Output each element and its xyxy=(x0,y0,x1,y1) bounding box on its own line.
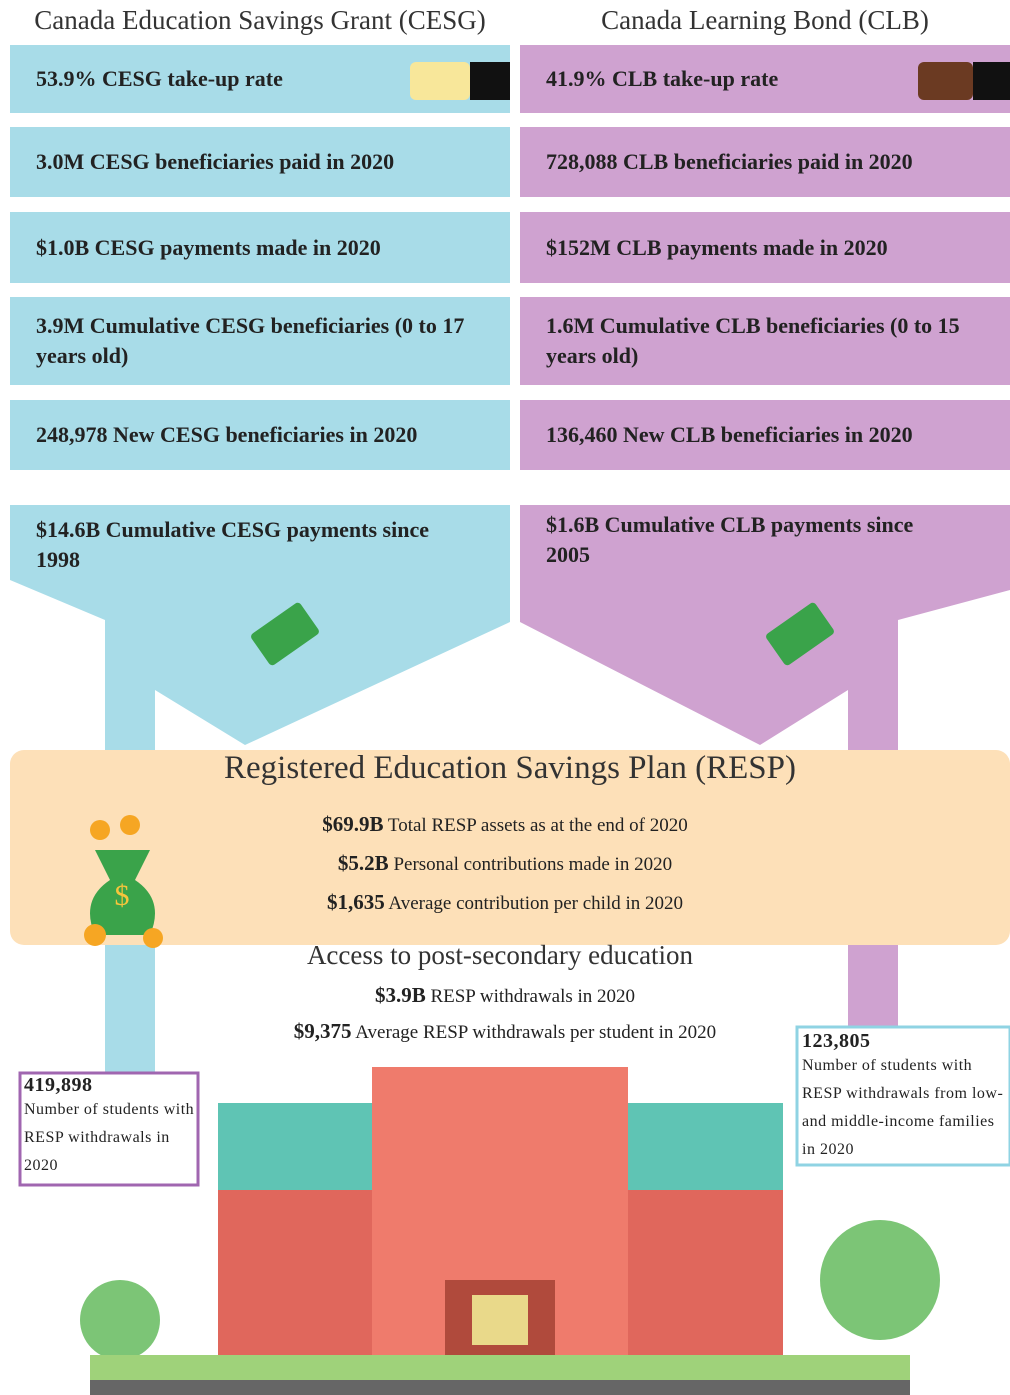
cesg-stat: 3.9M Cumulative CESG beneficiaries (0 to… xyxy=(36,313,465,368)
cesg-stat: 53.9% CESG take-up rate xyxy=(36,66,283,91)
left-callout xyxy=(18,1071,200,1187)
resp-stat-text: Total RESP assets as at the end of 2020 xyxy=(387,815,688,836)
callout-text: Number of students with RESP withdrawals… xyxy=(24,1101,195,1174)
clb-stat: 1.6M Cumulative CLB beneficiaries (0 to … xyxy=(546,313,960,368)
left-callout-text: 419,898 Number of students with RESP with… xyxy=(24,1074,196,1180)
access-stat: $3.9B RESP withdrawals in 2020 xyxy=(0,983,1010,1008)
resp-box xyxy=(10,750,1010,945)
access-stat-amount: $9,375 xyxy=(293,1019,352,1043)
resp-stat: $5.2B Personal contributions made in 202… xyxy=(0,851,1010,876)
cesg-title: Canada Education Savings Grant (CESG) xyxy=(34,5,486,35)
cesg-stat: $1.0B CESG payments made in 2020 xyxy=(36,234,381,260)
cesg-stat: 248,978 New CESG beneficiaries in 2020 xyxy=(36,422,418,447)
access-stat: $9,375 Average RESP withdrawals per stud… xyxy=(0,1019,1010,1044)
right-callout-text: 123,805 Number of students with RESP with… xyxy=(802,1030,1007,1164)
clb-shapes xyxy=(520,45,1010,1030)
clb-stat: $152M CLB payments made in 2020 xyxy=(546,234,888,260)
clb-title: Canada Learning Bond (CLB) xyxy=(601,5,929,35)
clb-cumulative: $1.6B Cumulative CLB payments since 2005 xyxy=(546,512,914,567)
school xyxy=(80,1067,940,1395)
cesg-cumulative: $14.6B Cumulative CESG payments since 19… xyxy=(36,517,429,572)
resp-stat: $1,635 Average contribution per child in… xyxy=(0,890,1010,915)
cesg-stat: 3.0M CESG beneficiaries paid in 2020 xyxy=(36,149,395,174)
money-bag: $ xyxy=(84,815,163,948)
right-callout xyxy=(795,1025,1010,1167)
resp-stat-text: Average contribution per child in 2020 xyxy=(388,893,684,914)
resp-stat-amount: $69.9B xyxy=(322,812,384,836)
access-stat-amount: $3.9B xyxy=(374,983,426,1007)
access-title: Access to post-secondary education xyxy=(306,940,694,970)
svg-text:$: $ xyxy=(115,879,130,912)
access-stat-text: RESP withdrawals in 2020 xyxy=(430,986,636,1007)
money-hands xyxy=(251,602,834,666)
clb-stat: 728,088 CLB beneficiaries paid in 2020 xyxy=(546,149,913,174)
clb-stat: 41.9% CLB take-up rate xyxy=(546,66,779,91)
resp-stat-amount: $1,635 xyxy=(326,890,385,914)
callout-amount: 123,805 xyxy=(802,1030,871,1052)
access-stat-text: Average RESP withdrawals per student in … xyxy=(355,1022,717,1043)
resp-title: Registered Education Savings Plan (RESP) xyxy=(224,750,796,786)
clb-stat: 136,460 New CLB beneficiaries in 2020 xyxy=(546,422,913,447)
thumbs xyxy=(410,62,1010,100)
resp-stat-amount: $5.2B xyxy=(337,851,389,875)
resp-stat-text: Personal contributions made in 2020 xyxy=(393,854,673,875)
resp-stat: $69.9B Total RESP assets as at the end o… xyxy=(0,812,1010,837)
callout-amount: 419,898 xyxy=(24,1074,93,1096)
callout-text: Number of students with RESP withdrawals… xyxy=(802,1057,1004,1158)
